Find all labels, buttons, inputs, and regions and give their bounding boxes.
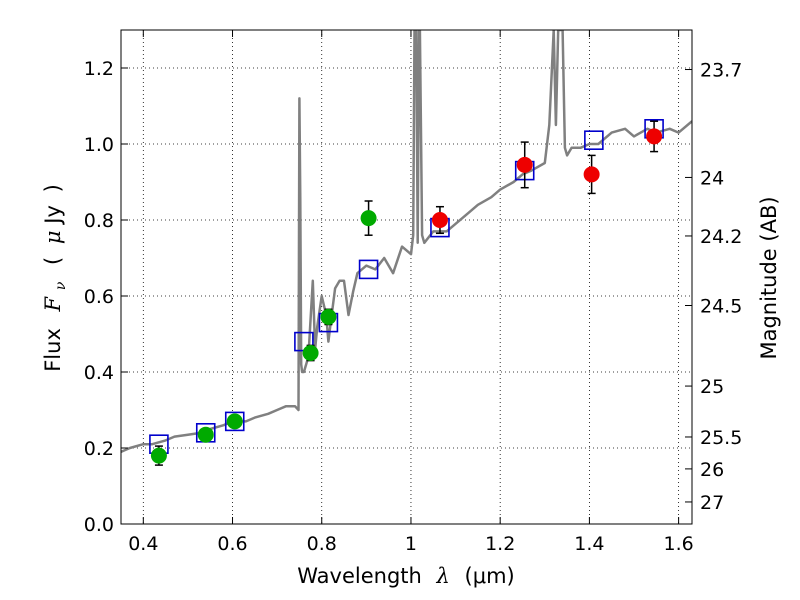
y-tick-label: 0.2 xyxy=(84,438,114,460)
x-tick-label: 1.2 xyxy=(485,533,515,555)
x-tick-label: 1.6 xyxy=(664,533,694,555)
y-tick-label: 0.0 xyxy=(84,514,114,536)
y2-tick-label: 25 xyxy=(700,376,724,398)
observed_green-point xyxy=(320,308,337,325)
y-tick-label: 0.8 xyxy=(84,210,114,232)
y-tick-label: 0.6 xyxy=(84,286,114,308)
x-tick-label: 0.6 xyxy=(217,533,247,555)
x-axis-label: Wavelength λ (μm) xyxy=(297,564,514,588)
y-tick-label: 1.0 xyxy=(84,134,114,156)
y2-axis-label: Magnitude (AB) xyxy=(757,196,781,359)
observed_red-point xyxy=(516,156,533,173)
y-axis-label-unit-close: ) xyxy=(41,184,65,192)
grid-lines xyxy=(121,30,692,525)
model-photometry-square xyxy=(358,259,379,280)
observed_red-point xyxy=(583,166,600,183)
y-axis-label-text: Flux xyxy=(41,328,65,372)
y2-tick-label: 24.2 xyxy=(700,226,742,248)
observed_green-point xyxy=(360,210,377,227)
y-axis-label-symbol: F xyxy=(41,295,65,312)
y-axis-label-subscript: ν xyxy=(53,281,69,290)
x-tick-label: 1.4 xyxy=(574,533,604,555)
y-axis-label-unit-mu: μ xyxy=(41,230,65,244)
y2-tick-label: 27 xyxy=(700,492,724,514)
observed_red-point xyxy=(646,128,663,145)
plot-content xyxy=(121,30,692,466)
observed_green-point xyxy=(302,345,319,361)
y2-tick-label: 26 xyxy=(700,459,724,481)
observed_green-point xyxy=(226,413,243,430)
y-tick-label: 0.4 xyxy=(84,362,114,384)
y2-tick-label: 24 xyxy=(700,167,724,189)
y-tick-label: 1.2 xyxy=(84,58,114,80)
model-photometry-square xyxy=(224,411,245,432)
y2-tick-label: 24.5 xyxy=(700,296,742,318)
observed_green-point xyxy=(197,426,214,443)
template-spectrum-line xyxy=(121,30,692,453)
model-photometry-square xyxy=(584,130,604,150)
axis-ticks: 0.4 0.6 0.8 1 1.2 1.4 1.6 0.0 0.2 0.4 0.6 0.8 1.0 1.2… xyxy=(84,30,742,555)
x-tick-label: 0.8 xyxy=(307,533,337,555)
x-axis-label-text: Wavelength xyxy=(297,564,422,588)
y-axis-label: Flux F ν ( μ Jy ) xyxy=(41,184,70,372)
x-tick-label: 0.4 xyxy=(128,533,158,555)
observed_green-point xyxy=(150,447,167,464)
y2-tick-label: 23.7 xyxy=(700,60,742,82)
y2-tick-label: 25.5 xyxy=(700,427,742,449)
y-axis-label-unit-open: ( xyxy=(41,257,65,265)
x-axis-label-symbol: λ xyxy=(436,564,450,588)
x-axis-label-unit: (μm) xyxy=(465,564,515,588)
observed_red-point xyxy=(431,212,448,228)
x-tick-label: 1 xyxy=(405,533,417,555)
plot-frame xyxy=(120,29,693,525)
y-axis-label-unit-rest: Jy xyxy=(41,205,65,226)
